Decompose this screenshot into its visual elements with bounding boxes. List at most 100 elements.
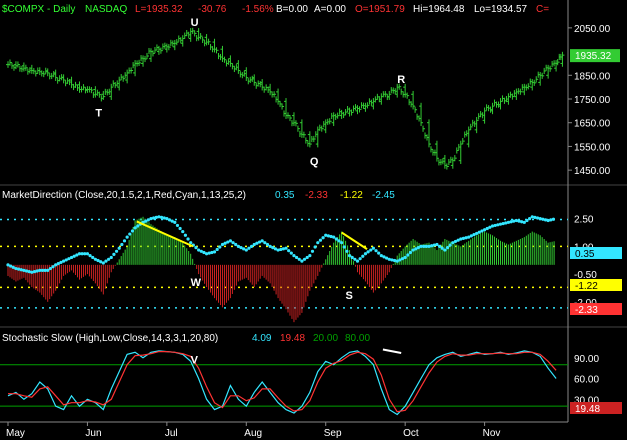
header-last: L=1935.32 (135, 4, 183, 15)
stoch-high-ref: 80.00 (345, 333, 370, 344)
md-signal-dot (289, 251, 293, 255)
md-signal-dot (493, 223, 497, 228)
md-tick-label: -0.50 (574, 270, 597, 281)
md-trend-line (136, 220, 194, 248)
x-tick-label: Jul (165, 428, 178, 439)
price-annotation-u: U (191, 17, 199, 29)
md-signal-dot (62, 259, 66, 263)
md-signal-dot (268, 244, 272, 248)
md-signal-dot (16, 267, 21, 271)
md-signal-dot (40, 268, 45, 272)
stoch-d-value: 19.48 (280, 333, 305, 344)
stoch-k-value: 4.09 (252, 333, 272, 344)
md-signal-dot (448, 243, 452, 247)
md-signal-dot (374, 249, 378, 253)
md-signal-dot (451, 241, 455, 245)
stoch-trend-line (382, 348, 402, 354)
md-signal-dot (43, 268, 47, 272)
md-signal-dot (551, 217, 556, 221)
md-signal-dot (305, 255, 309, 260)
md-signal-dot (136, 224, 140, 228)
md-signal-dot (249, 244, 254, 248)
md-signal-dot (51, 265, 55, 269)
price-annotation-t: T (95, 108, 102, 120)
md-signal-dot (38, 268, 42, 272)
md-signal-dot (408, 250, 413, 255)
md-badges: 0.35 -1.22 -2.33 (570, 247, 622, 316)
price-bars (6, 27, 565, 170)
stoch-header: Stochastic Slow (High,Low,Close,14,3,3,1… (2, 333, 370, 344)
price-last-badge: 1935.32 (570, 49, 620, 63)
md-signal-dot (186, 237, 190, 241)
md-value-3: -1.22 (340, 190, 363, 201)
price-tick-label: 1450.00 (574, 166, 611, 177)
md-signal-dot (223, 241, 227, 245)
md-signal-dot (112, 252, 116, 256)
md-signal-dot (316, 241, 320, 245)
md-signal-dot (154, 215, 158, 220)
last-price-badge: 1935.32 (575, 51, 612, 62)
md-signal-dot (525, 218, 529, 223)
md-signal-dot (485, 226, 489, 231)
md-signal-dot (411, 248, 415, 252)
md-signal-dot (353, 257, 357, 261)
stoch-badge-bg (570, 402, 622, 414)
md-signal-dot (228, 239, 233, 243)
md-badge-lower-bg (570, 279, 622, 291)
x-tick-label: Oct (403, 428, 419, 439)
md-signal-dot (546, 218, 550, 223)
price-header: $COMPX - Daily NASDAQ L=1935.32 -30.76 -… (2, 4, 549, 15)
md-signal-dot (435, 242, 439, 247)
stoch-badge: 19.48 (570, 402, 622, 415)
md-signal-dot (496, 223, 500, 227)
md-signal-dot (350, 255, 354, 260)
md-signal-dot (114, 249, 119, 253)
md-signal-dot (128, 232, 132, 236)
md-signal-dot (472, 233, 476, 237)
md-value-2: -2.33 (305, 190, 328, 201)
md-signal-dot (324, 233, 328, 237)
header-open: O=1951.79 (355, 4, 405, 15)
md-histogram (7, 216, 555, 323)
md-signal-dot (117, 246, 121, 250)
header-low: Lo=1934.57 (474, 4, 528, 15)
stoch-title: Stochastic Slow (High,Low,Close,14,3,3,1… (2, 333, 218, 344)
md-signal-dot (226, 240, 230, 244)
md-annotation-w: W (191, 277, 202, 289)
md-signal-dot (528, 217, 532, 221)
md-signal-dot (506, 220, 511, 224)
md-signal-dot (183, 233, 187, 237)
md-signal-dot (194, 245, 198, 250)
md-signal-dot (218, 245, 222, 249)
md-signal-dot (469, 234, 473, 238)
md-signal-dot (361, 254, 365, 258)
md-signal-dot (162, 216, 166, 220)
md-signal-dot (231, 241, 235, 245)
md-signal-dot (437, 244, 442, 248)
md-signal-dot (340, 241, 344, 245)
md-signal-dot (371, 246, 375, 250)
md-signal-dot (541, 217, 545, 221)
md-signal-dot (125, 235, 129, 239)
md-signal-dot (287, 249, 291, 253)
md-value-4: -2.45 (372, 190, 395, 201)
stoch-annotations: V (191, 354, 199, 366)
md-signal-dot (363, 252, 368, 256)
md-signal-dot (69, 255, 74, 260)
md-signal-dot (242, 247, 246, 251)
md-signal-dot (422, 244, 426, 248)
md-signal-dot (255, 241, 259, 245)
md-signal-dot (281, 247, 285, 251)
md-signal-dot (276, 248, 280, 252)
md-signal-dot (522, 220, 526, 224)
md-signal-dot (355, 259, 360, 263)
price-tick-label: 2050.00 (574, 24, 611, 35)
md-signal-dot (302, 257, 307, 261)
md-signal-dot (419, 244, 423, 248)
md-signal-dot (498, 222, 503, 226)
md-signal-dot (543, 218, 548, 222)
md-signal-dot (181, 229, 185, 234)
md-signal-dot (477, 230, 481, 234)
stoch-low-ref: 20.00 (313, 333, 338, 344)
